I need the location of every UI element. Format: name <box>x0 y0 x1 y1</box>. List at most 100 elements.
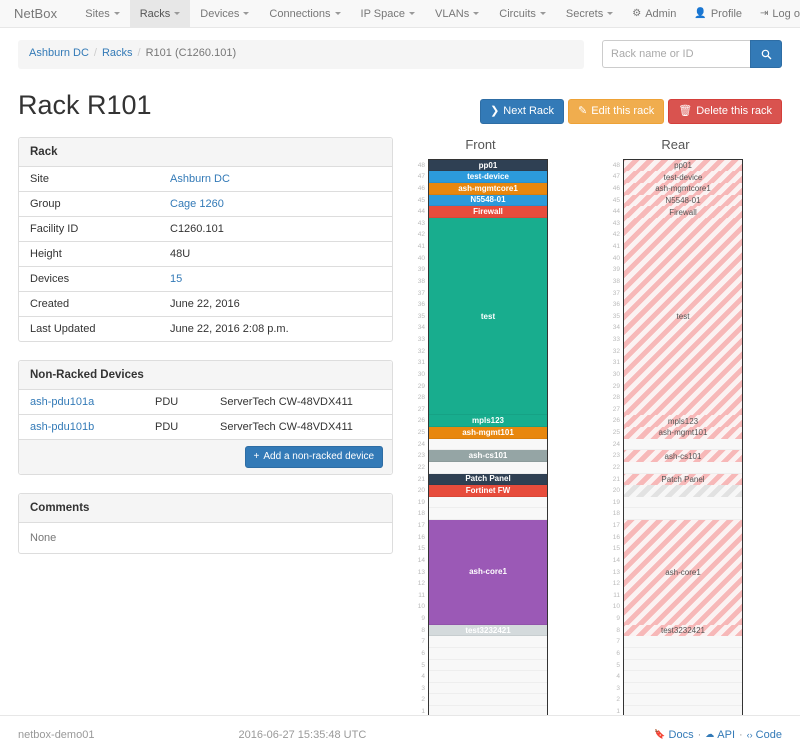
nav-profile-link[interactable]: 👤 Profile <box>685 0 751 27</box>
rack-device[interactable]: ash-mgmt101 <box>624 427 742 439</box>
nav-admin-link[interactable]: ⚙ Admin <box>623 0 685 27</box>
rack-unit-number: 9 <box>421 615 425 623</box>
chevron-down-icon <box>174 12 181 15</box>
rack-device-label: N5548-01 <box>470 195 506 205</box>
rack-device[interactable]: Fortinet FW <box>429 485 547 497</box>
rack-empty-slot[interactable] <box>624 508 742 521</box>
device-name-cell[interactable]: ash-pdu101a <box>19 390 144 415</box>
rack-device[interactable]: pp01 <box>624 159 742 172</box>
rack-device[interactable]: pp01 <box>429 159 547 172</box>
rack-device-label: ash-mgmt101 <box>658 428 708 438</box>
rack-empty-slot[interactable] <box>429 461 547 474</box>
rack-device[interactable]: mpls123 <box>429 415 547 428</box>
rack-unit-number: 45 <box>417 196 425 204</box>
footer-docs-link[interactable]: 🔖 Docs <box>654 729 693 741</box>
rack-search <box>602 40 782 68</box>
footer-api-link[interactable]: ☁ API <box>705 729 735 741</box>
edit-rack-button[interactable]: ✎ Edit this rack <box>568 99 665 125</box>
nav-item-label: Sites <box>85 7 110 20</box>
rack-device[interactable]: test-device <box>429 171 547 183</box>
rack-device[interactable]: Firewall <box>624 206 742 218</box>
rack-device[interactable]: ash-core1 <box>429 520 547 625</box>
rack-empty-slot[interactable] <box>429 438 547 451</box>
rack-empty-slot[interactable] <box>429 508 547 521</box>
nav-item-connections[interactable]: Connections <box>259 0 350 27</box>
rack-device[interactable]: N5548-01 <box>429 194 547 207</box>
rack-info-label: Devices <box>19 265 159 292</box>
rack-info-value[interactable]: Cage 1260 <box>159 190 392 217</box>
rack-info-value-link[interactable]: 15 <box>170 272 183 285</box>
chevron-down-icon <box>409 12 415 15</box>
rack-empty-slot[interactable] <box>624 694 742 707</box>
brand-logo[interactable]: NetBox <box>14 6 58 21</box>
nav-item-label: Connections <box>269 7 331 20</box>
nav-item-racks[interactable]: Racks <box>129 0 191 27</box>
rack-empty-slot[interactable] <box>429 694 547 707</box>
rack-device[interactable]: N5548-01 <box>624 194 742 207</box>
rack-empty-slot[interactable] <box>624 682 742 695</box>
nav-item-circuits[interactable]: Circuits <box>489 0 556 27</box>
rack-device[interactable]: test3232421 <box>624 624 742 637</box>
search-button[interactable] <box>750 40 782 68</box>
breadcrumb-site[interactable]: Ashburn DC <box>29 47 89 59</box>
rack-info-value[interactable]: Ashburn DC <box>159 167 392 192</box>
rack-empty-slot[interactable] <box>624 659 742 672</box>
rack-info-value-link[interactable]: Cage 1260 <box>170 197 224 210</box>
rack-empty-slot[interactable] <box>429 659 547 672</box>
rack-device[interactable]: ash-mgmt101 <box>429 427 547 439</box>
rack-unit-number: 26 <box>417 417 425 425</box>
rack-device[interactable]: ash-mgmtcore1 <box>429 182 547 195</box>
rack-empty-slot[interactable] <box>624 438 742 451</box>
footer-code-link[interactable]: ‹› Code <box>747 729 782 741</box>
rack-empty-slot[interactable] <box>624 671 742 683</box>
rack-device[interactable]: Firewall <box>429 206 547 218</box>
rack-empty-slot[interactable] <box>429 647 547 660</box>
rack-empty-slot[interactable] <box>624 461 742 474</box>
rack-device[interactable]: test-device <box>624 171 742 183</box>
nav-item-sites[interactable]: Sites <box>75 0 129 27</box>
rack-unit-number: 24 <box>417 440 425 448</box>
next-rack-button[interactable]: ❯ Next Rack <box>480 99 565 125</box>
rack-info-value-link[interactable]: Ashburn DC <box>170 172 230 185</box>
rack-empty-slot[interactable] <box>429 496 547 509</box>
search-input[interactable] <box>602 40 750 68</box>
rack-device[interactable]: ash-core1 <box>624 520 742 625</box>
nav-item-vlans[interactable]: VLANs <box>425 0 489 27</box>
rack-device[interactable]: Patch Panel <box>624 473 742 486</box>
rack-device[interactable]: ash-cs101 <box>429 450 547 462</box>
nav-item-label: VLANs <box>435 7 470 20</box>
nav-log-out-link[interactable]: ⇥Log out <box>751 0 800 27</box>
add-non-racked-device-button[interactable]: + Add a non-racked device <box>244 445 383 468</box>
breadcrumb-racks[interactable]: Racks <box>101 47 133 59</box>
code-icon: ‹› <box>746 729 753 740</box>
rack-device[interactable]: test <box>624 217 742 416</box>
rack-device-label: mpls123 <box>667 416 699 426</box>
nav-item-label: IP Space <box>360 7 405 20</box>
nav-item-devices[interactable]: Devices <box>190 0 259 27</box>
rack-empty-slot[interactable] <box>624 496 742 509</box>
rack-unit-number: 35 <box>612 312 620 320</box>
rack-device[interactable] <box>624 485 742 497</box>
nav-item-secrets[interactable]: Secrets <box>556 0 623 27</box>
rack-device[interactable]: ash-cs101 <box>624 450 742 462</box>
rack-device[interactable]: Patch Panel <box>429 473 547 486</box>
nav-item-ip-space[interactable]: IP Space <box>351 0 425 27</box>
rack-empty-slot[interactable] <box>429 671 547 683</box>
device-name-link[interactable]: ash-pdu101b <box>30 420 95 433</box>
rack-empty-slot[interactable] <box>624 636 742 648</box>
rack-empty-slot[interactable] <box>429 682 547 695</box>
rack-unit-number: 8 <box>421 626 425 634</box>
device-name-cell[interactable]: ash-pdu101b <box>19 413 144 439</box>
device-name-link[interactable]: ash-pdu101a <box>30 395 95 408</box>
rack-empty-slot[interactable] <box>624 647 742 660</box>
rack-info-value[interactable]: 15 <box>159 265 392 292</box>
chevron-down-icon <box>243 12 250 15</box>
rack-unit-number: 5 <box>616 661 620 669</box>
delete-rack-button[interactable]: 🗑 Delete this rack <box>668 99 782 125</box>
rack-unit-number: 38 <box>612 277 620 285</box>
rack-device[interactable]: ash-mgmtcore1 <box>624 182 742 195</box>
rack-device[interactable]: test <box>429 217 547 416</box>
rack-empty-slot[interactable] <box>429 636 547 648</box>
rack-device[interactable]: mpls123 <box>624 415 742 428</box>
rack-device[interactable]: test3232421 <box>429 624 547 637</box>
